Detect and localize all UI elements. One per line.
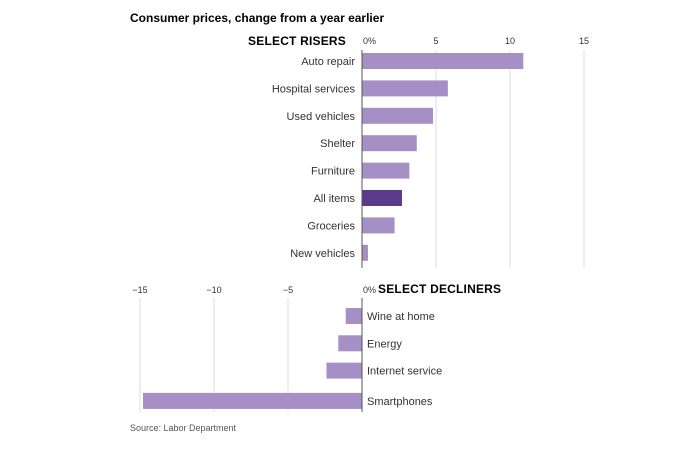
category-label: Shelter	[320, 138, 355, 150]
category-label: Wine at home	[367, 311, 435, 323]
category-label: Furniture	[311, 166, 355, 178]
decliners-panel: −15 −10 −5 0% Wine at home Energy Internet ser…	[132, 285, 442, 412]
bar	[362, 135, 417, 152]
bar	[362, 244, 368, 261]
x-tick-label: 0%	[363, 285, 376, 295]
risers-heading: SELECT RISERS	[248, 34, 346, 48]
bar	[345, 308, 362, 324]
decliners-heading: SELECT DECLINERS	[378, 282, 501, 296]
bar	[362, 80, 448, 97]
category-label: Hospital services	[272, 83, 356, 95]
category-label: Energy	[367, 338, 402, 350]
category-label: All items	[313, 193, 355, 205]
x-tick-label: 0%	[363, 36, 376, 46]
x-tick-label: 10	[505, 36, 515, 46]
bar	[338, 335, 362, 352]
x-tick-label: −5	[283, 285, 293, 295]
x-tick-label: 5	[433, 36, 438, 46]
x-tick-label: 15	[579, 36, 589, 46]
category-label: Internet service	[367, 366, 442, 378]
risers-panel: 0% 5 10 15 Auto repair Hospital services Used …	[272, 36, 589, 268]
x-tick-label: −15	[132, 285, 147, 295]
bar	[362, 190, 402, 206]
category-label: Smartphones	[367, 396, 433, 408]
category-label: Groceries	[307, 220, 355, 232]
bar	[326, 362, 362, 379]
bar	[142, 392, 362, 409]
bar	[362, 53, 524, 69]
bar	[362, 107, 434, 124]
category-label: New vehicles	[290, 248, 355, 260]
chart-title: Consumer prices, change from a year earl…	[130, 11, 384, 25]
source-note: Source: Labor Department	[130, 423, 237, 433]
bar	[362, 217, 395, 234]
category-label: Auto repair	[301, 56, 355, 68]
category-label: Used vehicles	[287, 111, 356, 123]
bar	[362, 162, 410, 179]
x-tick-label: −10	[206, 285, 221, 295]
